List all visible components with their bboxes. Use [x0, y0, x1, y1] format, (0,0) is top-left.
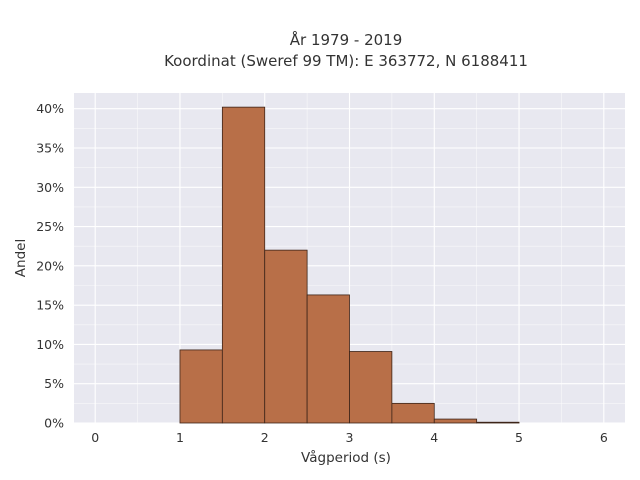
histogram-bar: [221, 106, 266, 424]
x-tick-label: 5: [515, 430, 523, 445]
y-tick-label: 15%: [36, 298, 64, 313]
y-axis-label: Andel: [13, 239, 29, 277]
histogram-bar: [433, 418, 478, 424]
histogram-bar: [264, 249, 308, 424]
histogram-bars: [179, 106, 520, 424]
chart-title-line-1: År 1979 - 2019: [290, 30, 403, 49]
x-tick-label: 6: [600, 430, 608, 445]
x-axis-ticks: 0 1 2 3 4 5 6: [91, 430, 608, 445]
histogram-bar: [476, 421, 520, 424]
x-tick-label: 4: [430, 430, 438, 445]
histogram-bar: [179, 349, 223, 424]
y-tick-label: 0%: [44, 416, 64, 431]
x-tick-label: 2: [261, 430, 269, 445]
y-tick-label: 5%: [44, 376, 64, 391]
x-tick-label: 3: [346, 430, 354, 445]
y-tick-label: 30%: [36, 180, 64, 195]
x-tick-label: 1: [176, 430, 184, 445]
histogram-bar: [349, 351, 393, 424]
y-tick-label: 35%: [36, 141, 64, 156]
histogram-bar: [306, 294, 350, 424]
y-tick-label: 20%: [36, 258, 64, 273]
chart-title-line-2: Koordinat (Sweref 99 TM): E 363772, N 61…: [164, 52, 528, 70]
x-axis-label: Vågperiod (s): [301, 449, 391, 466]
x-tick-label: 0: [91, 430, 99, 445]
y-tick-label: 10%: [36, 337, 64, 352]
y-axis-ticks: 0% 5% 10% 15% 20% 25% 30% 35% 40%: [36, 101, 64, 430]
histogram-bar: [391, 402, 435, 424]
y-tick-label: 25%: [36, 219, 64, 234]
y-tick-label: 40%: [36, 101, 64, 116]
